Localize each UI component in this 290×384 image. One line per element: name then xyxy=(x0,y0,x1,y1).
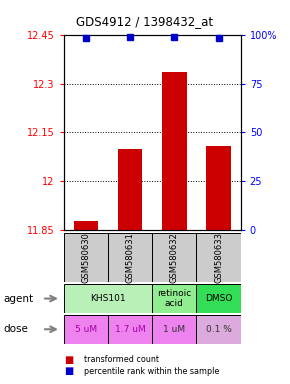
Bar xyxy=(64,315,108,344)
Bar xyxy=(196,315,241,344)
Bar xyxy=(162,72,186,230)
Text: GSM580630: GSM580630 xyxy=(81,232,90,283)
Text: percentile rank within the sample: percentile rank within the sample xyxy=(84,367,220,376)
Text: transformed count: transformed count xyxy=(84,355,159,364)
Text: GDS4912 / 1398432_at: GDS4912 / 1398432_at xyxy=(77,15,213,28)
Text: GSM580632: GSM580632 xyxy=(170,232,179,283)
Text: 1.7 uM: 1.7 uM xyxy=(115,325,146,334)
Bar xyxy=(108,315,152,344)
Text: GSM580631: GSM580631 xyxy=(126,232,135,283)
Text: KHS101: KHS101 xyxy=(90,294,126,303)
Bar xyxy=(152,315,197,344)
Bar xyxy=(152,284,197,313)
Bar xyxy=(118,149,142,230)
Bar xyxy=(196,284,241,313)
Text: ■: ■ xyxy=(64,366,73,376)
Text: dose: dose xyxy=(3,324,28,334)
Bar xyxy=(64,233,108,282)
Text: retinoic
acid: retinoic acid xyxy=(157,289,191,308)
Bar xyxy=(196,233,241,282)
Text: DMSO: DMSO xyxy=(205,294,232,303)
Bar xyxy=(74,221,98,230)
Bar xyxy=(152,233,197,282)
Text: 5 uM: 5 uM xyxy=(75,325,97,334)
Text: 0.1 %: 0.1 % xyxy=(206,325,231,334)
Text: 1 uM: 1 uM xyxy=(163,325,185,334)
Text: ■: ■ xyxy=(64,355,73,365)
Bar xyxy=(64,284,152,313)
Text: agent: agent xyxy=(3,293,33,304)
Bar xyxy=(108,233,152,282)
Bar xyxy=(206,146,231,230)
Text: GSM580633: GSM580633 xyxy=(214,232,223,283)
